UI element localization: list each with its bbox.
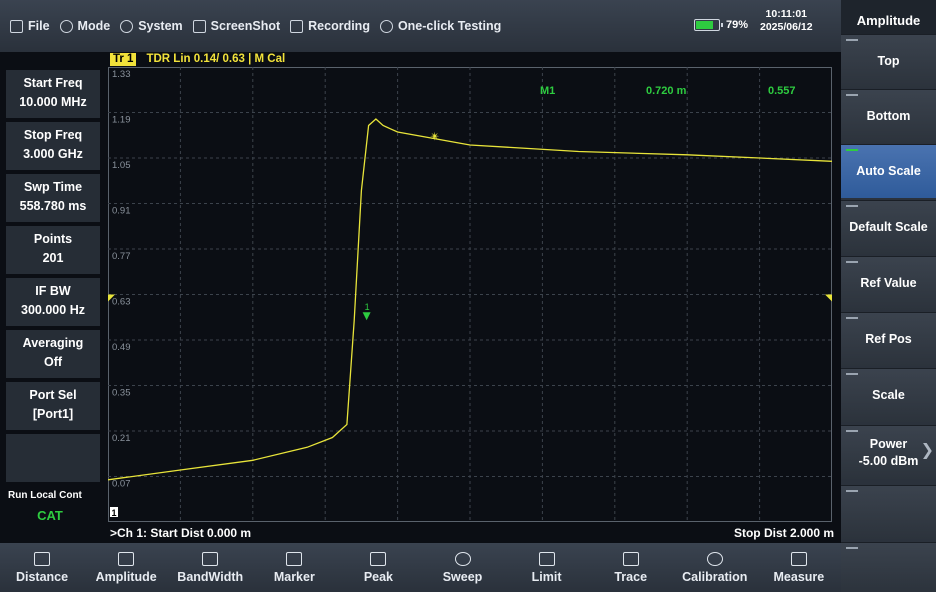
stop-dist[interactable]: Stop Dist 2.000 m (733, 526, 834, 540)
marker-m1-number: 1 (365, 302, 370, 312)
clock-date: 2025/06/12 (760, 21, 813, 33)
parameter-panel: Start Freq 10.000 MHz Stop Freq 3.000 GHz … (0, 52, 107, 536)
softkey-ref-pos[interactable]: Ref Pos (841, 312, 936, 366)
trace-icon (622, 551, 639, 566)
marker-m1-x: 0.720 m (646, 85, 687, 97)
menu-system[interactable]: System (120, 19, 183, 33)
chevron-right-icon: ❯ (920, 442, 934, 459)
distance-icon (34, 551, 51, 566)
bottom-limit[interactable]: Limit (505, 543, 589, 592)
bottom-calibration[interactable]: Calibration (673, 543, 757, 592)
touch-icon (379, 19, 393, 33)
y-tick-label: 1.19 (112, 115, 131, 126)
bandwidth-icon (202, 551, 219, 566)
menu-one-click-testing[interactable]: One-click Testing (379, 19, 501, 33)
peak-star-marker: ✴ (430, 130, 440, 144)
softkey-panel: Amplitude Top Bottom Auto Scale Default … (841, 0, 936, 592)
file-icon (10, 19, 23, 33)
y-tick-label: 0.07 (112, 479, 131, 490)
softkey-auto-scale[interactable]: Auto Scale (841, 144, 936, 198)
tdr-plot[interactable]: 1.33 1.19 1.05 0.91 0.77 0.63 0.49 0.35 0.21 0.07… (108, 67, 832, 522)
sweep-icon (454, 551, 471, 566)
param-port-sel[interactable]: Port Sel [Port1] (6, 382, 100, 430)
param-swp-time[interactable]: Swp Time 558.780 ms (6, 174, 100, 222)
measure-icon (790, 551, 807, 566)
marker-icon (286, 551, 303, 566)
softkey-empty-2[interactable] (841, 542, 936, 592)
y-tick-label: 0.35 (112, 388, 131, 399)
softkey-panel-title: Amplitude (841, 0, 936, 40)
bottom-menu-bar: Distance Amplitude BandWidth Marker Peak… (0, 543, 841, 592)
top-menu-bar: File Mode System ScreenShot Recording On… (0, 0, 841, 52)
param-averaging[interactable]: Averaging Off (6, 330, 100, 378)
param-start-freq[interactable]: Start Freq 10.000 MHz (6, 70, 100, 118)
y-tick-label: 0.21 (112, 433, 131, 444)
trace-format: TDR Lin 0.14/ 0.63 | M Cal (146, 53, 286, 65)
softkey-default-scale[interactable]: Default Scale (841, 200, 936, 254)
y-tick-label: 0.63 (112, 297, 131, 308)
softkey-bottom[interactable]: Bottom (841, 89, 936, 143)
limit-icon (538, 551, 555, 566)
y-tick-label: 1.33 (112, 69, 131, 80)
start-dist[interactable]: >Ch 1: Start Dist 0.000 m (110, 526, 252, 540)
ref-level-right-marker (825, 294, 832, 302)
amplitude-icon (118, 551, 135, 566)
bottom-amplitude[interactable]: Amplitude (84, 543, 168, 592)
menu-mode[interactable]: Mode (59, 19, 110, 33)
channel-number: 1 (112, 508, 117, 518)
record-icon (290, 19, 304, 33)
softkey-scale[interactable]: Scale (841, 368, 936, 422)
softkey-top[interactable]: Top (841, 34, 936, 88)
softkey-power[interactable]: Power -5.00 dBm ❯ (841, 425, 936, 479)
trace-tag[interactable]: Tr 1 (110, 52, 137, 66)
bottom-trace[interactable]: Trace (589, 543, 673, 592)
calibration-icon (706, 551, 723, 566)
channel-badge (110, 507, 118, 517)
marker-m1-name: M1 (540, 85, 555, 97)
param-points[interactable]: Points 201 (6, 226, 100, 274)
y-tick-label: 0.77 (112, 251, 131, 262)
battery-icon (694, 19, 723, 31)
y-tick-label: 0.91 (112, 206, 131, 217)
trace-line (108, 118, 832, 481)
ref-level-left-marker (108, 294, 115, 302)
bottom-bandwidth[interactable]: BandWidth (168, 543, 252, 592)
softkey-empty-1[interactable] (841, 485, 936, 539)
menu-screenshot[interactable]: ScreenShot (192, 19, 280, 33)
gear-icon (120, 19, 134, 33)
clock: 10:11:01 2025/06/12 (760, 8, 813, 34)
run-local-status: Run Local Cont (8, 490, 82, 501)
bottom-marker[interactable]: Marker (252, 543, 336, 592)
param-if-bw[interactable]: IF BW 300.000 Hz (6, 278, 100, 326)
clock-time: 10:11:01 (765, 8, 807, 20)
y-tick-label: 0.49 (112, 342, 131, 353)
battery-status: 79% (694, 19, 748, 31)
camera-icon (192, 19, 206, 33)
top-menu: File Mode System ScreenShot Recording On… (0, 0, 511, 52)
marker-m1-y: 0.557 (768, 85, 796, 97)
bottom-sweep[interactable]: Sweep (420, 543, 504, 592)
param-empty[interactable] (6, 434, 100, 482)
layers-icon (59, 19, 73, 33)
menu-recording[interactable]: Recording (290, 19, 370, 33)
menu-file[interactable]: File (10, 19, 50, 33)
param-stop-freq[interactable]: Stop Freq 3.000 GHz (6, 122, 100, 170)
trace-header: Tr 1 TDR Lin 0.14/ 0.63 | M Cal (110, 52, 285, 66)
cat-mode-label: CAT (37, 508, 63, 523)
bottom-measure[interactable]: Measure (757, 543, 841, 592)
bottom-distance[interactable]: Distance (0, 543, 84, 592)
softkey-ref-value[interactable]: Ref Value (841, 256, 936, 310)
battery-percent: 79% (726, 19, 749, 31)
peak-icon (370, 551, 387, 566)
y-tick-label: 1.05 (112, 160, 131, 171)
bottom-peak[interactable]: Peak (336, 543, 420, 592)
marker-m1-triangle[interactable] (362, 312, 371, 321)
